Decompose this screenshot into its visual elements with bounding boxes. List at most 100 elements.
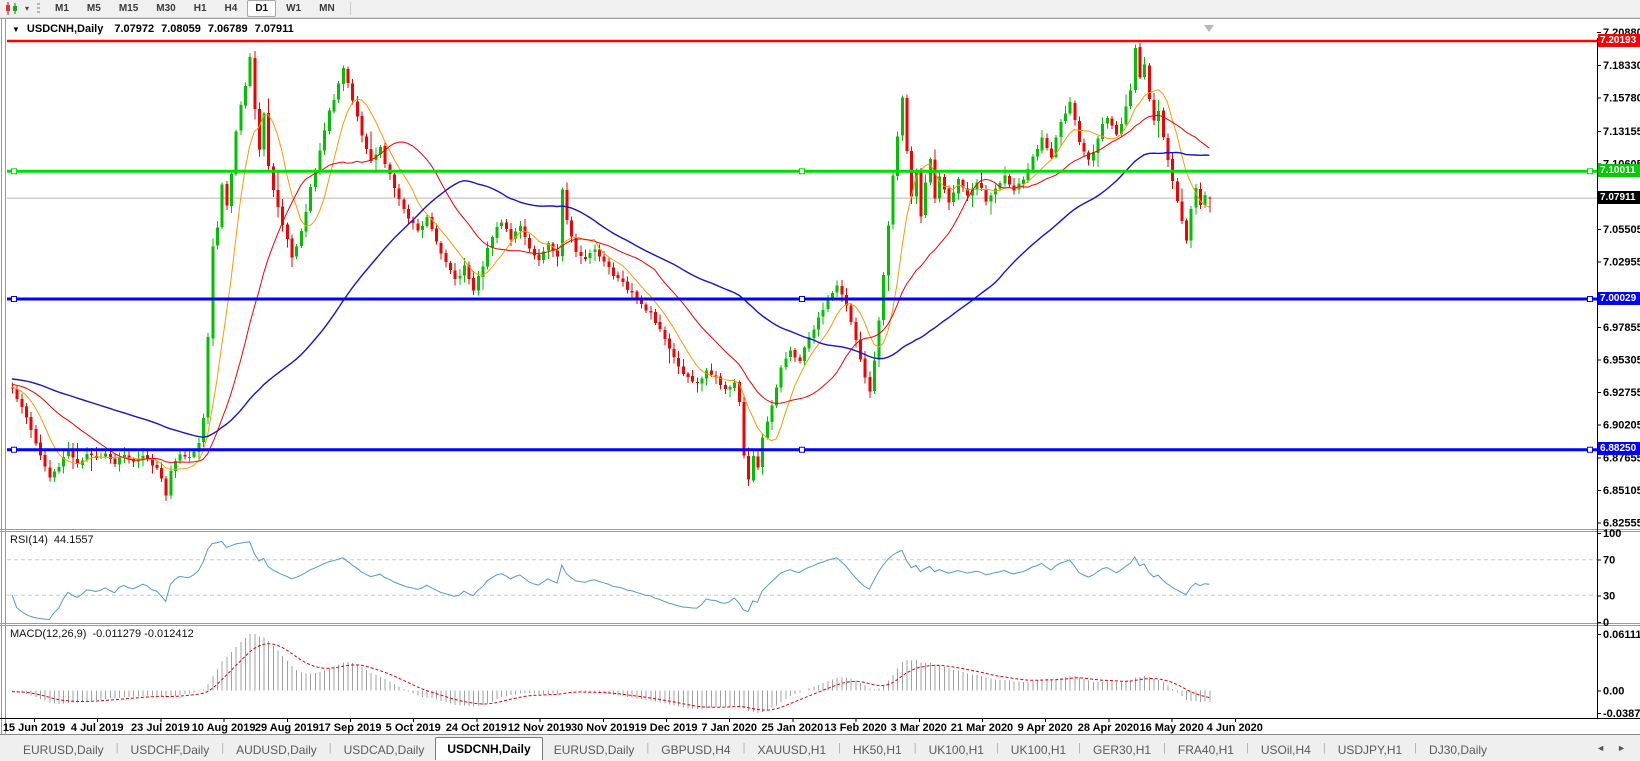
current-price-line-badge: 7.07911 bbox=[1598, 191, 1640, 204]
date-tick-label: 13 Feb 2020 bbox=[824, 722, 886, 734]
timeframe-button-h4[interactable]: H4 bbox=[224, 3, 238, 14]
pivot-line-handle[interactable] bbox=[799, 168, 805, 175]
symbol-tab-usdjpy-14[interactable]: USDJPY,H1 bbox=[1337, 743, 1403, 757]
timeframe-button-m30[interactable]: M30 bbox=[156, 3, 176, 14]
macd-tick-label: -0.038777 bbox=[1603, 708, 1640, 720]
symbol-tab-eurusd-0[interactable]: EURUSD,Daily bbox=[23, 743, 104, 757]
date-tick-label: 15 Jun 2019 bbox=[3, 722, 65, 734]
price-tick-label: 6.82555 bbox=[1603, 518, 1640, 530]
collapse-caret-icon[interactable]: ▼ bbox=[12, 24, 20, 34]
symbol-tab-xauusd-7[interactable]: XAUUSD,H1 bbox=[757, 743, 827, 757]
date-tick-label: 4 Jul 2019 bbox=[71, 722, 124, 734]
symbol-tab-hk50-8[interactable]: HK50,H1 bbox=[853, 743, 902, 757]
price-tick-label: 7.05505 bbox=[1603, 224, 1640, 236]
ma-mid-line bbox=[11, 114, 1210, 463]
date-tick-label: 10 Aug 2019 bbox=[192, 722, 256, 734]
symbol-tab-usdchf-1[interactable]: USDCHF,Daily bbox=[130, 743, 210, 757]
horizontal-levels[interactable] bbox=[7, 39, 1597, 453]
symbol-tab-usdcad-3[interactable]: USDCAD,Daily bbox=[343, 743, 425, 757]
symbol-tab-usdcnh-4[interactable]: USDCNH,Daily bbox=[435, 737, 543, 760]
date-tick-label: 28 Apr 2020 bbox=[1078, 722, 1139, 734]
pivot-line-badge: 7.10011 bbox=[1598, 164, 1640, 177]
price-tick-label: 6.92755 bbox=[1603, 387, 1640, 399]
rsi-tick-label: 70 bbox=[1603, 555, 1615, 567]
candlestick-chart-icon[interactable] bbox=[3, 2, 21, 16]
ma-fast-line bbox=[11, 89, 1210, 470]
support-line-1-handle[interactable] bbox=[799, 296, 805, 303]
timeframe-button-h1[interactable]: H1 bbox=[193, 3, 207, 14]
rsi-value: 44.1557 bbox=[53, 534, 94, 546]
rsi-tick-label: 100 bbox=[1603, 528, 1621, 540]
tab-separator: | bbox=[328, 741, 332, 754]
date-tick-label: 23 Jul 2019 bbox=[131, 722, 190, 734]
date-tick-label: 16 May 2020 bbox=[1139, 722, 1203, 734]
price-tick-label: 6.97855 bbox=[1603, 322, 1640, 334]
rsi-axis[interactable]: 100 70 30 0 bbox=[1597, 528, 1621, 629]
symbol-tab-uk100-10[interactable]: UK100,H1 bbox=[1010, 743, 1067, 757]
symbol-tab-uk100-9[interactable]: UK100,H1 bbox=[928, 743, 984, 757]
tab-separator: | bbox=[221, 741, 225, 754]
candlestick-glyph bbox=[6, 2, 17, 15]
support-line-2-handle[interactable] bbox=[799, 446, 805, 453]
rsi-line bbox=[11, 540, 1210, 621]
tab-separator: | bbox=[995, 741, 999, 754]
toolbar-grip[interactable] bbox=[37, 2, 40, 15]
rsi-name: RSI(14) bbox=[10, 534, 48, 546]
symbol-tab-ger30-11[interactable]: GER30,H1 bbox=[1093, 743, 1152, 757]
timeframe-buttons: M1 M5 M15 M30 H1 H4 D1 W1 MN bbox=[46, 0, 344, 17]
price-tick-label: 6.95305 bbox=[1603, 354, 1640, 366]
price-axis[interactable]: 7.208807.183307.157807.131557.106057.055… bbox=[1597, 27, 1640, 530]
date-tick-label: 12 Nov 2019 bbox=[508, 722, 572, 734]
support-line-1-handle[interactable] bbox=[11, 296, 17, 303]
symbol-tab-fra40-12[interactable]: FRA40,H1 bbox=[1177, 743, 1234, 757]
symbol-tabbar: EURUSD,Daily | USDCHF,Daily | AUDUSD,Daily | U… bbox=[0, 734, 1640, 760]
chart-shift-marker-icon[interactable] bbox=[1204, 25, 1214, 32]
symbol-tab-audusd-2[interactable]: AUDUSD,Daily bbox=[236, 743, 317, 757]
macd-tick-label: 0.00 bbox=[1603, 685, 1624, 697]
tab-separator: | bbox=[742, 741, 746, 754]
price-tick-label: 7.02955 bbox=[1603, 257, 1640, 269]
timeframe-button-m1[interactable]: M1 bbox=[55, 3, 69, 14]
tab-scroll-left-icon[interactable]: ◄ bbox=[1596, 742, 1606, 753]
support-line-2-badge: 6.88250 bbox=[1598, 442, 1640, 455]
chart-type-dropdown-caret[interactable]: ▾ bbox=[24, 4, 29, 13]
symbol-tab-gbpusd-6[interactable]: GBPUSD,H4 bbox=[661, 743, 731, 757]
rsi-panel bbox=[7, 540, 1597, 621]
tab-separator: | bbox=[1245, 741, 1249, 754]
price-tick-label: 7.18330 bbox=[1603, 60, 1640, 72]
rsi-label: RSI(14) 44.1557 bbox=[10, 534, 94, 546]
pivot-line-handle[interactable] bbox=[11, 168, 17, 175]
symbol-tab-eurusd-5[interactable]: EURUSD,Daily bbox=[553, 743, 635, 757]
tab-scroll-right-icon[interactable]: ► bbox=[1617, 742, 1626, 753]
price-tick-label: 7.15780 bbox=[1603, 92, 1640, 104]
timeframe-button-d1[interactable]: D1 bbox=[247, 0, 277, 17]
symbol-tab-dj30-15[interactable]: DJ30,Daily bbox=[1429, 743, 1488, 757]
macd-signal-line bbox=[11, 643, 1210, 711]
date-tick-label: 25 Jan 2020 bbox=[762, 722, 824, 734]
tab-separator: | bbox=[1078, 741, 1082, 754]
date-axis[interactable]: 15 Jun 2019 4 Jul 2019 23 Jul 2019 10 Aug 2… bbox=[3, 718, 1263, 734]
date-tick-label: 3 Mar 2020 bbox=[891, 722, 947, 734]
chart-window: 7.208807.183307.157807.131557.106057.055… bbox=[0, 18, 1640, 734]
macd-label: MACD(12,26,9) -0.011279 -0.012412 bbox=[10, 628, 194, 640]
price-tick-label: 6.90205 bbox=[1603, 420, 1640, 432]
support-line-2-handle[interactable] bbox=[1587, 446, 1593, 453]
macd-axis[interactable]: 0.061119 0.00 -0.038777 bbox=[1597, 629, 1640, 720]
timeframe-button-w1[interactable]: W1 bbox=[286, 3, 302, 14]
ohlc-open: 7.07972 bbox=[114, 23, 155, 35]
support-line-2-handle[interactable] bbox=[11, 446, 17, 453]
price-tick-label: 6.85105 bbox=[1603, 485, 1640, 497]
date-tick-label: 4 Jun 2020 bbox=[1207, 722, 1263, 734]
support-line-1-handle[interactable] bbox=[1587, 296, 1593, 303]
tab-separator: | bbox=[115, 741, 119, 754]
timeframe-button-mn[interactable]: MN bbox=[319, 3, 335, 14]
pivot-line-handle[interactable] bbox=[1587, 168, 1593, 175]
price-tick-label: 6.87655 bbox=[1603, 452, 1640, 464]
symbol-tab-usoil-13[interactable]: USOil,H4 bbox=[1260, 743, 1311, 757]
timeframe-button-m5[interactable]: M5 bbox=[86, 3, 101, 14]
date-tick-label: 19 Dec 2019 bbox=[635, 722, 698, 734]
date-tick-label: 7 Jan 2020 bbox=[701, 722, 757, 734]
date-tick-label: 30 Nov 2019 bbox=[571, 722, 635, 734]
timeframe-button-m15[interactable]: M15 bbox=[118, 3, 139, 14]
